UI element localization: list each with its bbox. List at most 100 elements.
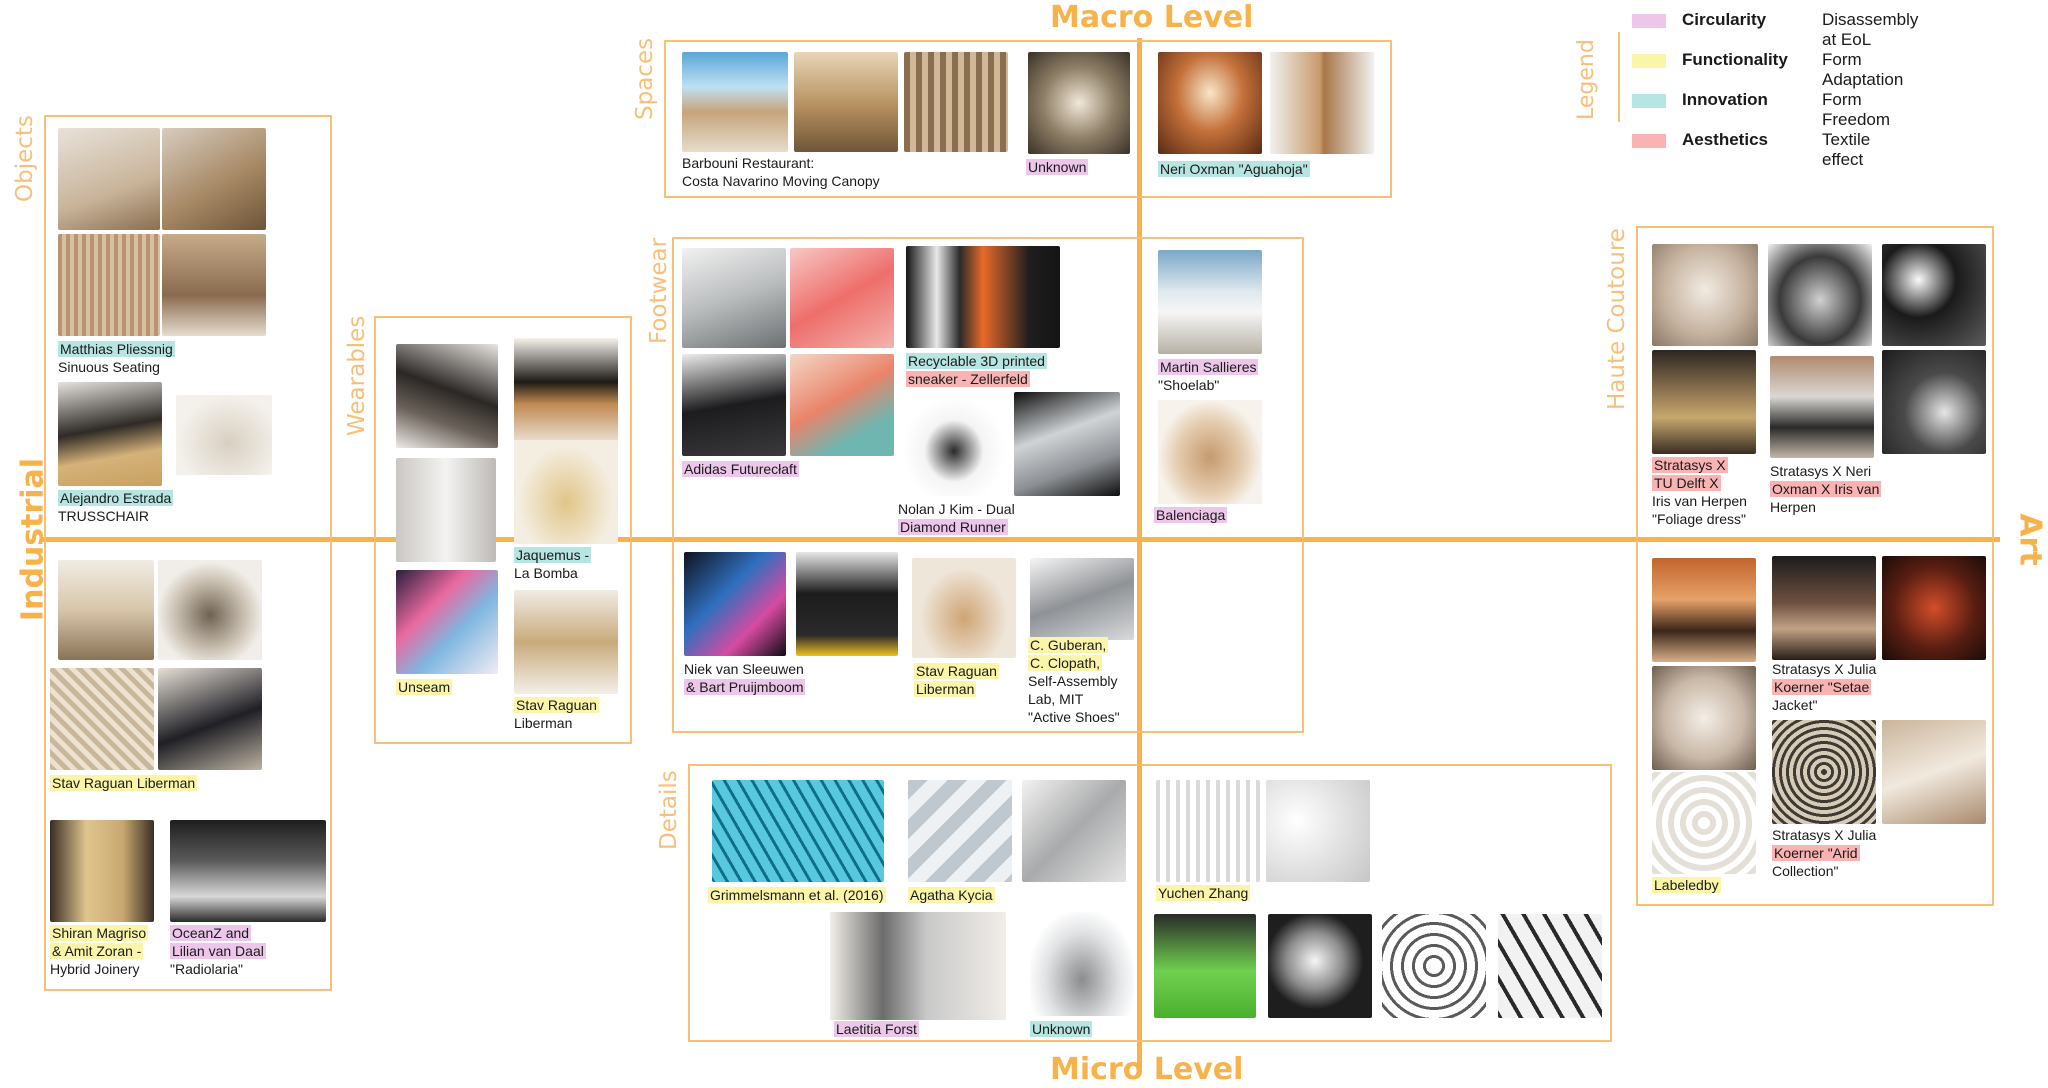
legend-swatch-aesthetics bbox=[1632, 134, 1666, 148]
label-stav-wearables: Stav Raguan Liberman bbox=[514, 696, 599, 732]
label-tudelft: Stratasys X TU Delft X Iris van Herpen "… bbox=[1652, 456, 1747, 528]
image-oxman-iris-1 bbox=[1768, 244, 1872, 346]
label-unknown-spaces: Unknown bbox=[1026, 158, 1089, 176]
label-line: "Foliage dress" bbox=[1652, 511, 1746, 527]
image-labeledby-1 bbox=[1652, 558, 1756, 662]
legend-name: Functionality bbox=[1682, 50, 1788, 69]
image-leather-glove bbox=[396, 344, 498, 448]
legend-title: Legend bbox=[1574, 39, 1599, 120]
legend-name: Circularity bbox=[1682, 10, 1767, 29]
image-arid-2 bbox=[1882, 720, 1986, 824]
image-setae-1 bbox=[1772, 556, 1876, 660]
image-agatha-1 bbox=[908, 780, 1012, 882]
image-sinuous-seating-4 bbox=[162, 234, 266, 336]
haute-couture-frame bbox=[1636, 226, 1994, 906]
label-line: Liberman bbox=[514, 715, 573, 731]
image-stav-bag bbox=[514, 590, 618, 694]
section-title-wearables: Wearables bbox=[344, 315, 370, 436]
label-line: Matthias Pliessnig bbox=[58, 341, 175, 357]
image-agatha-2 bbox=[1022, 780, 1126, 882]
image-yuchen-2 bbox=[1266, 780, 1370, 882]
label-labeledby: Labeledby bbox=[1652, 876, 1721, 894]
image-trusschair-2 bbox=[176, 395, 272, 475]
label-line: Barbouni Restaurant: bbox=[682, 155, 815, 171]
image-foliage-dress-1 bbox=[1652, 244, 1758, 346]
legend-description: Disassembly at EoL bbox=[1822, 10, 1919, 49]
spaces-frame bbox=[664, 40, 1392, 198]
label-line: Unseam bbox=[396, 679, 453, 695]
label-adidas: Adidas Futurecłaft bbox=[682, 460, 799, 478]
image-laetitia bbox=[830, 912, 1006, 1020]
label-line: Laetitia Forst bbox=[834, 1021, 919, 1037]
label-line: Jacket" bbox=[1772, 697, 1818, 713]
label-line: Shiran Magriso bbox=[50, 925, 149, 941]
image-yuchen-6 bbox=[1498, 914, 1602, 1018]
image-labeledby-2 bbox=[1652, 666, 1756, 770]
label-line: La Bomba bbox=[514, 565, 578, 581]
label-line: Adidas Futurecłaft bbox=[682, 461, 799, 477]
label-line: Stratasys X bbox=[1652, 457, 1728, 473]
label-line: "Active Shoes" bbox=[1028, 709, 1120, 725]
image-lamp bbox=[158, 560, 262, 660]
image-vases bbox=[58, 560, 154, 660]
label-line: Balenciaga bbox=[1154, 507, 1228, 523]
label-line: Grimmelsmann et al. (2016) bbox=[708, 887, 886, 903]
label-line: & Amit Zoran - bbox=[50, 943, 144, 959]
image-grimmelsmann bbox=[712, 780, 884, 882]
label-unseam: Unseam bbox=[396, 678, 453, 696]
image-dual-diamond-2 bbox=[1014, 392, 1120, 496]
label-line: Niek van Sleeuwen bbox=[684, 661, 804, 677]
label-line: Martin Sallieres bbox=[1158, 359, 1259, 375]
image-foliage-dress-2 bbox=[1652, 350, 1756, 454]
section-title-footwear: Footwear bbox=[646, 237, 672, 344]
section-title-haute-couture: Haute Coutoure bbox=[1604, 228, 1630, 410]
image-hybrid-joinery bbox=[50, 820, 154, 922]
image-unseam-dress bbox=[396, 458, 496, 562]
label-zellerfeld: Recyclable 3D printed sneaker - Zellerfe… bbox=[906, 352, 1047, 388]
label-line: Stratasys X Neri bbox=[1770, 463, 1872, 479]
label-line: Unknown bbox=[1026, 159, 1089, 175]
section-title-details: Details bbox=[656, 770, 682, 850]
label-line: Labeledby bbox=[1652, 877, 1721, 893]
label-balenciaga: Balenciaga bbox=[1154, 506, 1228, 524]
label-line: OceanZ and bbox=[170, 925, 252, 941]
image-balenciaga bbox=[1158, 400, 1262, 504]
label-line: Liberman bbox=[914, 681, 977, 697]
label-stav-objects: Stav Raguan Liberman bbox=[50, 774, 198, 792]
image-oxman-iris-3 bbox=[1770, 356, 1874, 458]
label-stav-footwear: Stav Raguan Liberman bbox=[914, 662, 999, 698]
label-arid: Stratasys X Julia Koerner "Arid Collecti… bbox=[1772, 826, 1876, 880]
label-niek: Niek van Sleeuwen & Bart Pruijmboom bbox=[684, 660, 806, 696]
label-line: Recyclable 3D printed bbox=[906, 353, 1047, 369]
image-futurecraft-3 bbox=[682, 354, 786, 456]
image-jaquemus-shoe bbox=[514, 338, 618, 448]
footwear-frame bbox=[672, 237, 1304, 733]
label-line: Costa Navarino Moving Canopy bbox=[682, 173, 880, 189]
label-line: Iris van Herpen bbox=[1652, 493, 1747, 509]
label-line: Alejandro Estrada bbox=[58, 490, 174, 506]
label-line: Stav Raguan Liberman bbox=[50, 775, 198, 791]
label-line: Koerner "Arid bbox=[1772, 845, 1860, 861]
label-nolan: Nolan J Kim - Dual Diamond Runner bbox=[898, 500, 1015, 536]
legend-swatch-innovation bbox=[1632, 94, 1666, 108]
label-line: TU Delft X bbox=[1652, 475, 1721, 491]
image-labeledby-3 bbox=[1652, 772, 1756, 874]
label-line: Unknown bbox=[1030, 1021, 1093, 1037]
image-futurecraft-1 bbox=[682, 248, 786, 348]
label-line: "Radiolaria" bbox=[170, 961, 243, 977]
legend-swatch-circularity bbox=[1632, 14, 1666, 28]
image-aguahoja-1 bbox=[1158, 52, 1262, 154]
image-unseam-textile bbox=[396, 570, 498, 674]
label-line: "Shoelab" bbox=[1158, 377, 1220, 393]
axis-title-micro: Micro Level bbox=[1050, 1052, 1244, 1087]
label-grimmelsmann: Grimmelsmann et al. (2016) bbox=[708, 886, 886, 904]
image-textile-panel bbox=[50, 668, 154, 770]
label-agatha: Agatha Kycia bbox=[908, 886, 995, 904]
image-dual-diamond-1 bbox=[902, 396, 1006, 496]
label-line: & Bart Pruijmboom bbox=[684, 679, 806, 695]
image-oxman-iris-2 bbox=[1882, 244, 1986, 346]
image-aguahoja-2 bbox=[1270, 52, 1374, 154]
label-line: Diamond Runner bbox=[898, 519, 1008, 535]
label-line: Stratasys X Julia bbox=[1772, 661, 1877, 677]
image-sinuous-seating-3 bbox=[58, 234, 160, 336]
